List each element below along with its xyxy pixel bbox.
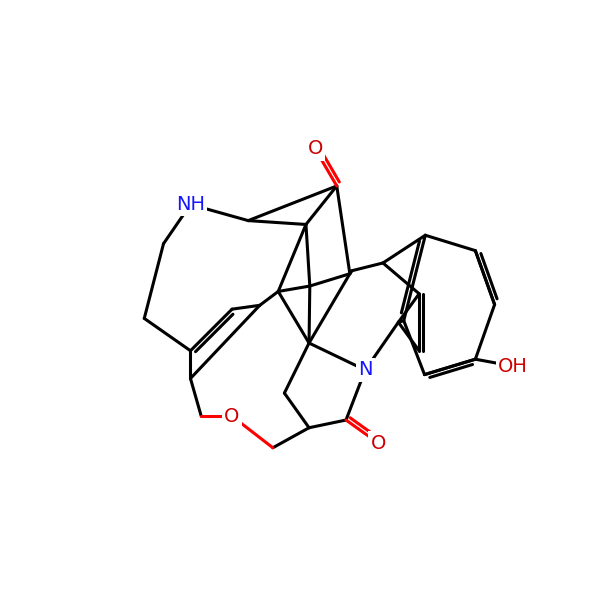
Text: N: N xyxy=(358,361,373,379)
Text: O: O xyxy=(371,434,386,452)
Text: NH: NH xyxy=(176,195,205,214)
Text: O: O xyxy=(224,407,240,425)
Text: O: O xyxy=(308,139,323,158)
Text: OH: OH xyxy=(498,356,528,376)
